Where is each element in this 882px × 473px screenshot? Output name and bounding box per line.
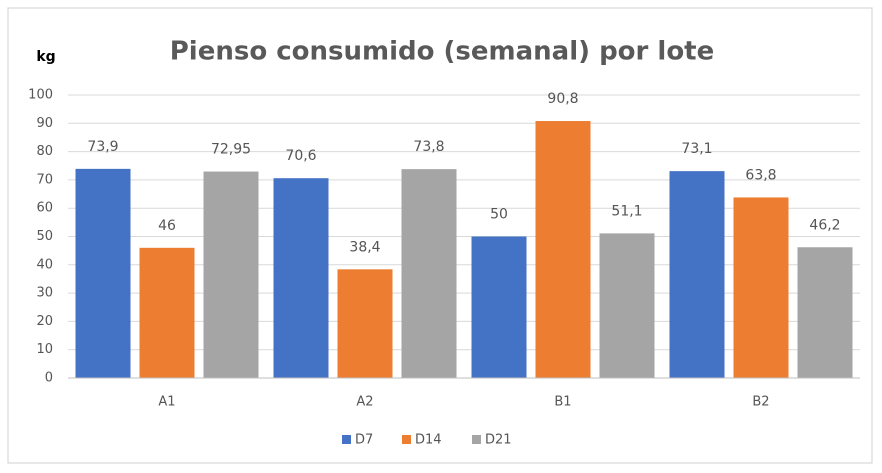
legend-swatch [342,435,351,444]
bar [203,171,259,378]
legend-swatch [402,435,411,444]
y-tick-label: 0 [45,371,53,386]
y-axis-label: kg [36,49,55,65]
bar [471,236,527,378]
y-tick-label: 40 [36,257,53,272]
value-label: 73,1 [681,141,712,157]
x-tick-label: B2 [752,395,769,410]
value-label: 70,6 [285,148,316,164]
legend-label: D14 [415,433,442,448]
value-label: 73,9 [87,139,118,155]
bar [337,269,393,378]
bar [669,171,725,378]
y-tick-label: 30 [36,286,53,301]
bar [75,168,131,378]
bar [139,247,195,378]
legend-swatch [472,435,481,444]
y-tick-label: 50 [36,229,53,244]
bar [733,197,789,378]
value-label: 46,2 [809,217,840,233]
value-label: 51,1 [611,203,642,219]
y-tick-label: 60 [36,201,53,216]
bar [273,178,329,378]
bar [797,247,853,378]
chart-title: Pienso consumido (semanal) por lote [170,37,715,67]
value-label: 63,8 [745,167,776,183]
value-label: 73,8 [413,139,444,155]
y-tick-label: 80 [36,144,53,159]
value-label: 46 [158,218,176,234]
legend-label: D7 [355,433,373,448]
x-tick-label: A2 [356,395,373,410]
x-tick-label: B1 [554,395,571,410]
x-tick-label: A1 [158,395,175,410]
bar [535,121,591,378]
legend-label: D21 [485,433,512,448]
y-tick-label: 20 [36,314,53,329]
value-label: 50 [490,207,508,223]
y-tick-label: 10 [36,342,53,357]
y-tick-label: 90 [36,116,53,131]
bar [401,169,457,378]
value-label: 38,4 [349,239,380,255]
value-label: 72,95 [211,142,251,158]
y-tick-label: 70 [36,172,53,187]
y-tick-label: 100 [28,88,53,103]
value-label: 90,8 [547,91,578,107]
bar [599,233,655,378]
